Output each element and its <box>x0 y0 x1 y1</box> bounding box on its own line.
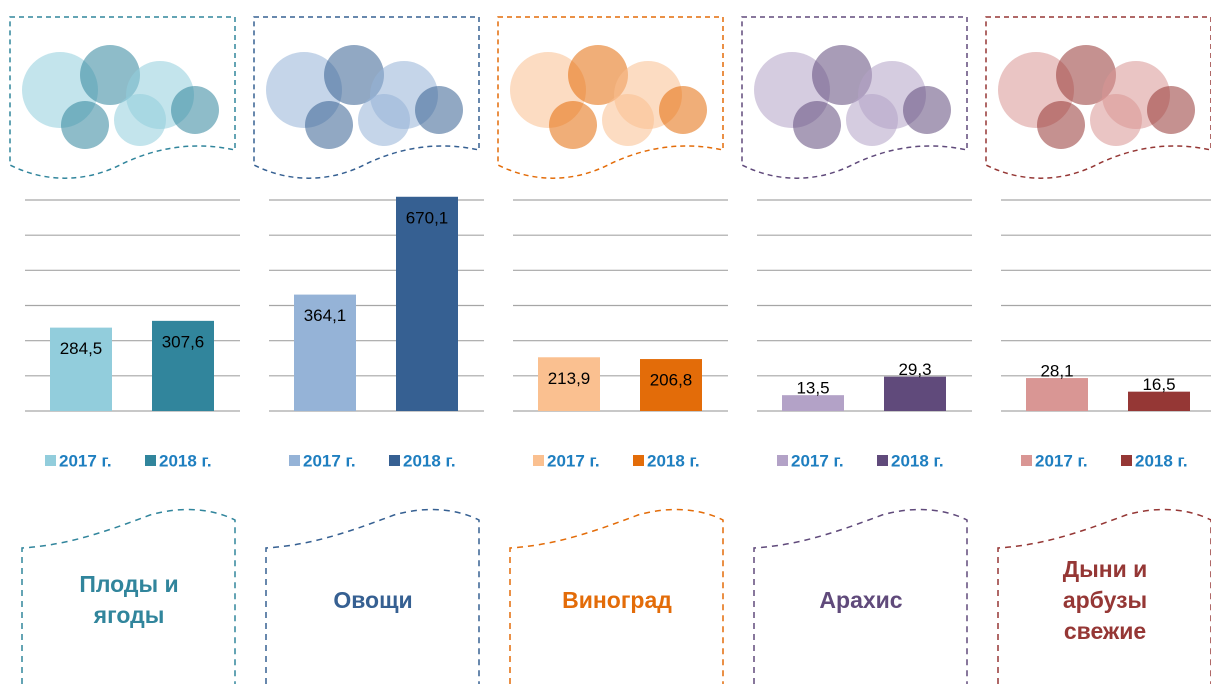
bar <box>294 294 356 411</box>
chart-title: Дыни и арбузы свежие <box>1062 555 1148 644</box>
image-frame <box>9 16 236 179</box>
value-label: 13,5 <box>796 379 829 398</box>
legend-label: 2017 г. <box>303 451 356 470</box>
image-decoration <box>1037 101 1085 149</box>
legend-swatch <box>1021 455 1032 466</box>
bar <box>1128 391 1190 411</box>
legend-label: 2018 г. <box>159 451 212 470</box>
image-frame <box>985 16 1211 179</box>
value-label: 213,9 <box>548 369 591 388</box>
image-decoration <box>659 86 707 134</box>
legend-label: 2017 г. <box>547 451 600 470</box>
value-label: 28,1 <box>1040 362 1073 381</box>
image-decoration <box>1147 86 1195 134</box>
legend-swatch <box>633 455 644 466</box>
bar <box>782 395 844 411</box>
image-decoration <box>80 45 140 105</box>
value-label: 670,1 <box>406 208 449 227</box>
value-label: 16,5 <box>1142 375 1175 394</box>
image-decoration <box>602 94 654 146</box>
bar <box>640 359 702 411</box>
image-decoration <box>568 45 628 105</box>
title-card <box>997 508 1211 684</box>
bar <box>538 357 600 411</box>
legend-swatch <box>145 455 156 466</box>
chart-title: Овощи <box>333 586 413 613</box>
value-label: 284,5 <box>60 339 103 358</box>
value-label: 29,3 <box>898 360 931 379</box>
image-decoration <box>903 86 951 134</box>
legend-label: 2017 г. <box>791 451 844 470</box>
title-card <box>265 508 480 684</box>
value-label: 206,8 <box>650 371 693 390</box>
image-decoration <box>549 101 597 149</box>
image-decoration <box>415 86 463 134</box>
image-decoration <box>1056 45 1116 105</box>
legend-swatch <box>389 455 400 466</box>
bar <box>396 196 458 411</box>
title-card <box>21 508 236 684</box>
legend-swatch <box>289 455 300 466</box>
bar <box>884 376 946 411</box>
legend-label: 2018 г. <box>1135 451 1188 470</box>
legend-swatch <box>1121 455 1132 466</box>
legend-swatch <box>877 455 888 466</box>
title-card <box>509 508 724 684</box>
legend-swatch <box>777 455 788 466</box>
chart-title: Плоды и ягоды <box>79 571 179 628</box>
image-decoration <box>812 45 872 105</box>
legend-swatch <box>45 455 56 466</box>
image-decoration <box>171 86 219 134</box>
image-decoration <box>305 101 353 149</box>
bar <box>1026 378 1088 411</box>
legend-label: 2018 г. <box>647 451 700 470</box>
image-decoration <box>358 94 410 146</box>
value-label: 364,1 <box>304 306 347 325</box>
bar <box>50 327 112 411</box>
legend-swatch <box>533 455 544 466</box>
image-decoration <box>61 101 109 149</box>
image-decoration <box>1090 94 1142 146</box>
bar <box>152 320 214 411</box>
image-frame <box>741 16 968 179</box>
legend-label: 2017 г. <box>1035 451 1088 470</box>
legend-label: 2017 г. <box>59 451 112 470</box>
value-label: 307,6 <box>162 332 205 351</box>
legend-label: 2018 г. <box>891 451 944 470</box>
legend-label: 2018 г. <box>403 451 456 470</box>
chart-title: Арахис <box>819 586 903 613</box>
image-decoration <box>114 94 166 146</box>
image-decoration <box>324 45 384 105</box>
chart-title: Виноград <box>562 586 672 613</box>
image-frame <box>253 16 480 179</box>
image-frame <box>497 16 724 179</box>
image-decoration <box>846 94 898 146</box>
image-decoration <box>793 101 841 149</box>
title-card <box>753 508 968 684</box>
